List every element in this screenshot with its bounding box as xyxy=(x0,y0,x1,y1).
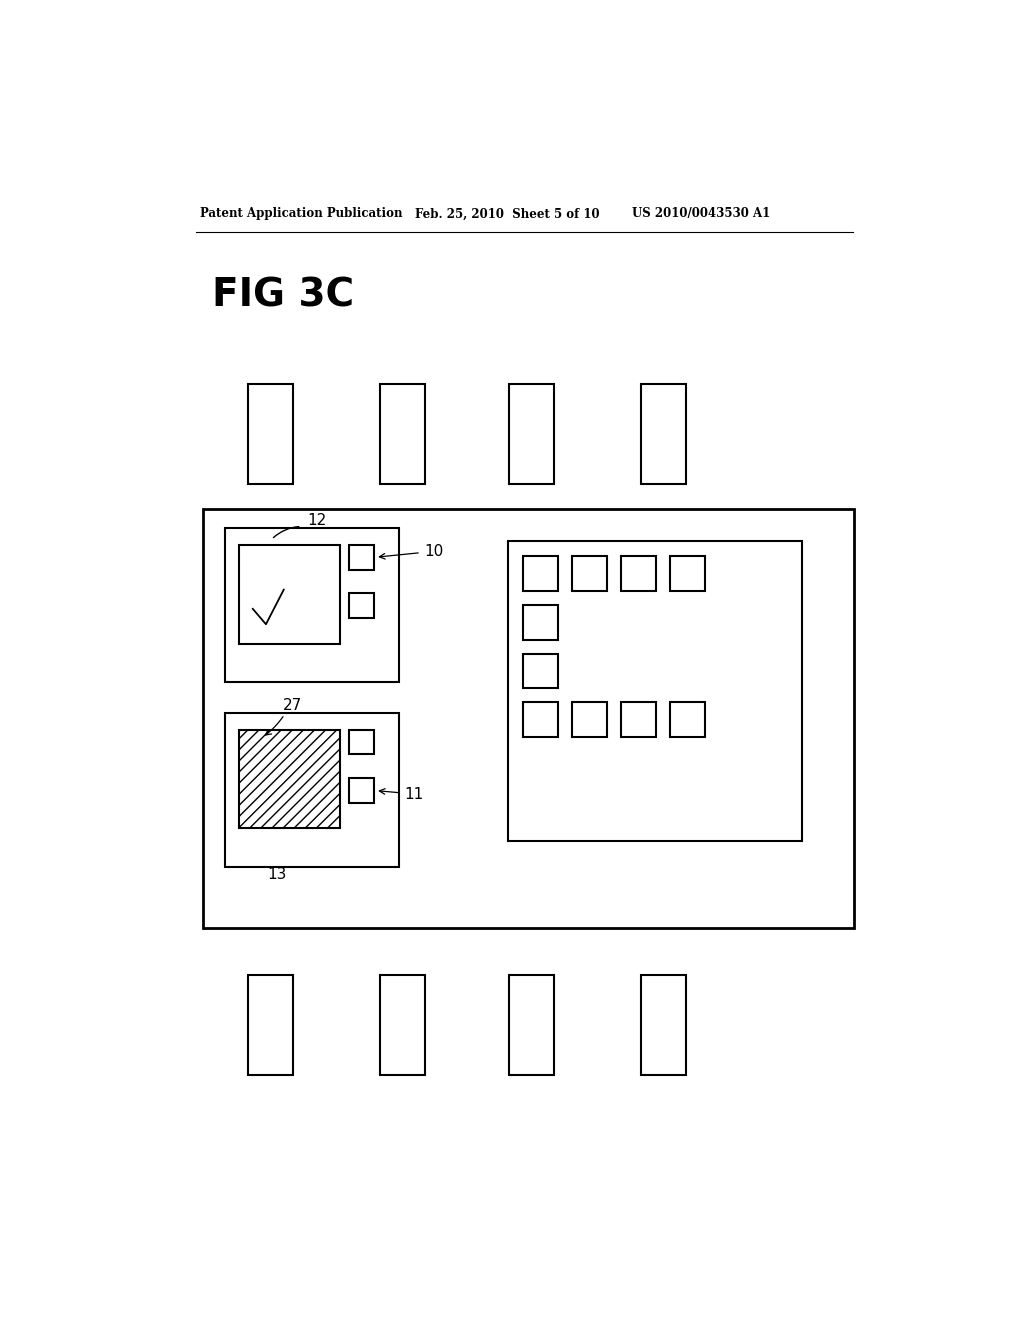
Bar xyxy=(641,384,686,484)
Bar xyxy=(572,557,607,591)
Bar xyxy=(509,974,554,1074)
Text: FIG 3C: FIG 3C xyxy=(212,276,354,314)
Bar xyxy=(248,384,293,484)
Bar xyxy=(523,557,558,591)
Bar xyxy=(225,528,399,682)
Bar xyxy=(239,730,340,829)
Bar xyxy=(203,508,854,928)
Bar xyxy=(670,702,705,737)
Bar xyxy=(523,605,558,640)
Bar xyxy=(349,594,374,618)
Bar xyxy=(670,557,705,591)
Bar xyxy=(380,974,425,1074)
Bar xyxy=(508,541,802,841)
Text: 27: 27 xyxy=(283,697,302,713)
Bar xyxy=(349,779,374,803)
Text: 10: 10 xyxy=(424,544,443,558)
Text: Feb. 25, 2010  Sheet 5 of 10: Feb. 25, 2010 Sheet 5 of 10 xyxy=(415,207,599,220)
Bar xyxy=(509,384,554,484)
Text: Patent Application Publication: Patent Application Publication xyxy=(200,207,402,220)
Bar xyxy=(239,545,340,644)
Bar xyxy=(621,702,655,737)
Bar xyxy=(349,545,374,570)
Bar xyxy=(572,702,607,737)
Bar xyxy=(380,384,425,484)
Bar xyxy=(621,557,655,591)
Text: 13: 13 xyxy=(267,867,287,882)
Bar xyxy=(641,974,686,1074)
Bar xyxy=(225,713,399,867)
Bar xyxy=(349,730,374,755)
Bar xyxy=(248,974,293,1074)
Bar xyxy=(523,702,558,737)
Text: 12: 12 xyxy=(308,512,327,528)
Bar xyxy=(523,653,558,688)
Text: US 2010/0043530 A1: US 2010/0043530 A1 xyxy=(632,207,770,220)
Text: 11: 11 xyxy=(404,787,424,803)
